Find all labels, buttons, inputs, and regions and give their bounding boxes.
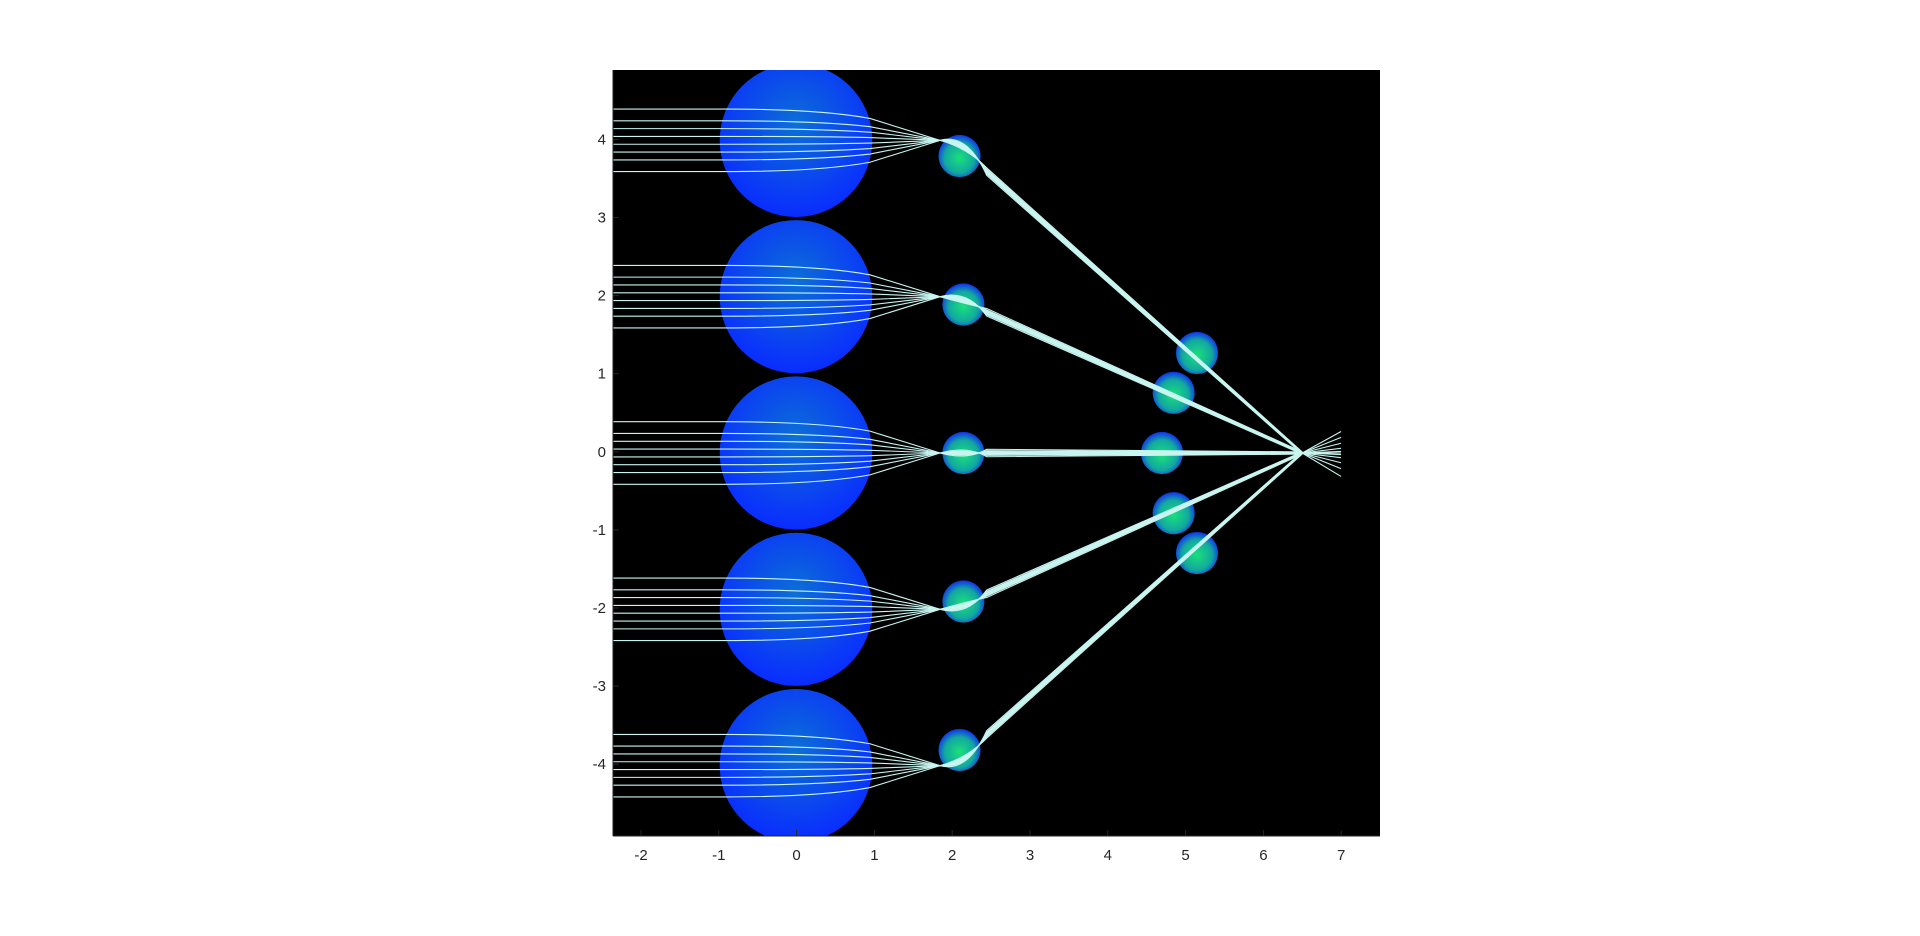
fan-ray-0: [1301, 452, 1342, 477]
ray-beam-3-7: [613, 453, 1303, 642]
big-lens-3: [719, 532, 873, 686]
small-lens-layer: [938, 134, 1219, 772]
fan-ray-1: [1301, 452, 1342, 470]
fan-ray-8: [1301, 442, 1342, 454]
x-tick-label: -1: [712, 847, 725, 864]
big-lens-2: [719, 376, 873, 530]
small-lens-1: [942, 283, 985, 326]
small-lens-6: [1152, 371, 1195, 414]
y-tick-label: -2: [593, 600, 606, 617]
small-lens-0: [938, 134, 981, 178]
big-lens-1: [719, 220, 873, 374]
ray-beam-4-7: [613, 453, 1303, 798]
ray-beam-3-6: [613, 453, 1303, 630]
x-tick-label: -2: [634, 847, 647, 864]
fan-ray-7: [1302, 447, 1342, 454]
ray-beam-2-6: [613, 450, 1303, 474]
axes: [612, 70, 1380, 837]
x-tick-label: 7: [1337, 847, 1345, 864]
ray-beam-1-6: [613, 295, 1303, 455]
fan-ray-10: [1301, 431, 1342, 454]
y-tick-label: 2: [598, 288, 606, 305]
small-lens-4: [938, 728, 981, 772]
y-tick-label: 4: [598, 131, 606, 148]
small-lens-5: [1175, 331, 1219, 375]
big-lens-layer: [719, 70, 873, 836]
ray-beam-2-7: [613, 449, 1303, 485]
y-tick-label: 3: [598, 210, 606, 227]
ray-beam-1-7: [613, 294, 1303, 455]
x-tick-label: 0: [792, 847, 800, 864]
fan-ray-9: [1301, 436, 1342, 454]
y-tick-label: -4: [593, 756, 606, 773]
ray-beam-1-0: [613, 264, 1303, 453]
big-lens-0: [719, 70, 873, 217]
ray-beam-0-7: [613, 138, 1303, 455]
y-tick-label: -3: [593, 678, 606, 695]
x-tick-label: 4: [1104, 847, 1112, 864]
small-lens-3: [942, 580, 985, 623]
plot-content: [613, 70, 1342, 836]
ray-beam-2-0: [613, 421, 1303, 457]
big-lens-4: [719, 689, 873, 836]
x-tick-label: 3: [1026, 847, 1034, 864]
small-lens-9: [1175, 531, 1219, 575]
ray-layer: [613, 108, 1342, 798]
x-ticks: -2 -1 0 1 2 3 4 5 6 7: [634, 830, 1345, 864]
y-ticks: -4 -3 -2 -1 0 1 2 3 4: [593, 131, 619, 773]
x-tick-label: 6: [1259, 847, 1267, 864]
y-tick-label: 0: [598, 444, 606, 461]
x-tick-label: 2: [948, 847, 956, 864]
x-tick-label: 1: [870, 847, 878, 864]
y-tick-label: -1: [593, 522, 606, 539]
y-tick-label: 1: [598, 366, 606, 383]
x-tick-label: 5: [1181, 847, 1189, 864]
small-lens-8: [1152, 492, 1195, 535]
fan-ray-2: [1301, 452, 1342, 464]
